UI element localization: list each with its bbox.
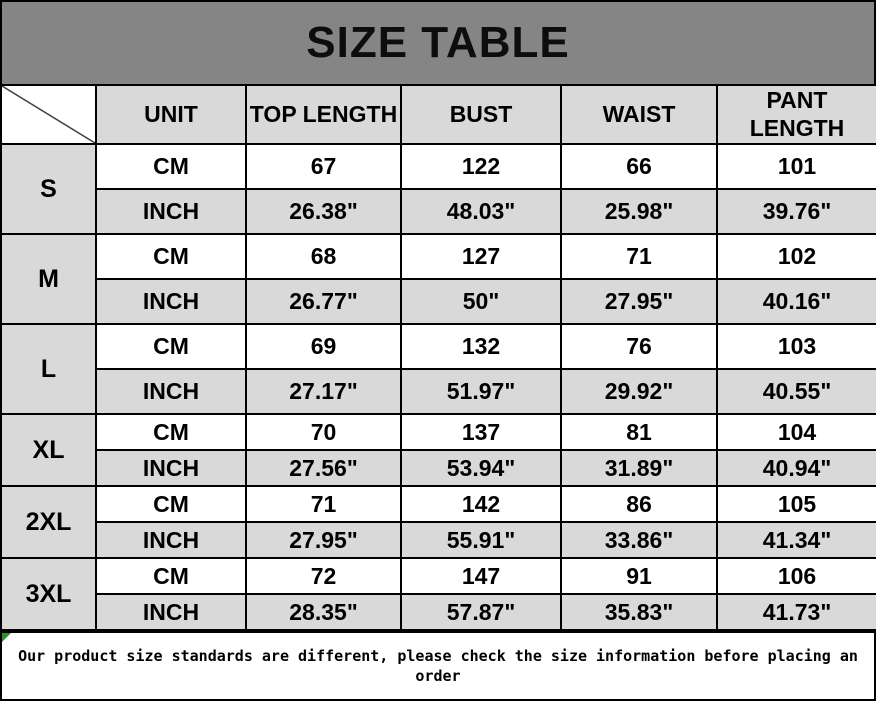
size-label-S: S	[0, 143, 97, 235]
size-label-L: L	[0, 323, 97, 415]
value-L-cm-0: 69	[245, 323, 402, 370]
value-XL-cm-1: 137	[400, 413, 562, 451]
value-L-cm-3: 103	[716, 323, 876, 370]
row-XL-inch: INCH 27.56" 53.94" 31.89" 40.94"	[1, 449, 876, 487]
value-S-inch-2: 25.98"	[560, 188, 718, 235]
value-S-inch-3: 39.76"	[716, 188, 876, 235]
value-M-cm-2: 71	[560, 233, 718, 280]
row-2XL-cm: 2XL CM 71 142 86 105	[0, 485, 876, 559]
value-XL-inch-3: 40.94"	[716, 449, 876, 487]
unit-label-inch-S: INCH	[95, 188, 247, 235]
value-XL-cm-3: 104	[716, 413, 876, 451]
value-3XL-cm-0: 72	[245, 557, 402, 595]
diagonal-corner-cell	[0, 84, 97, 145]
value-2XL-inch-1: 55.91"	[400, 521, 562, 559]
unit-label-cm-3XL: CM	[95, 557, 247, 595]
value-XL-inch-0: 27.56"	[245, 449, 402, 487]
col-header-unit: UNIT	[95, 84, 247, 145]
footer-note-text: Our product size standards are different…	[18, 646, 858, 685]
col-header-pant-length: PANT LENGTH	[716, 84, 876, 145]
row-2XL-inch: INCH 27.95" 55.91" 33.86" 41.34"	[1, 521, 876, 559]
cell-marker-icon	[2, 633, 11, 642]
col-header-bust: BUST	[400, 84, 562, 145]
row-XL-cm: XL CM 70 137 81 104	[0, 413, 876, 487]
size-label-M: M	[0, 233, 97, 325]
diagonal-line-icon	[2, 86, 95, 143]
size-table-title: SIZE TABLE	[0, 0, 876, 84]
value-3XL-cm-3: 106	[716, 557, 876, 595]
value-XL-cm-2: 81	[560, 413, 718, 451]
row-L-cm: L CM 69 132 76 103	[0, 323, 876, 415]
value-2XL-cm-1: 142	[400, 485, 562, 523]
value-M-cm-3: 102	[716, 233, 876, 280]
row-3XL-cm: 3XL CM 72 147 91 106	[0, 557, 876, 631]
value-3XL-inch-3: 41.73"	[716, 593, 876, 631]
value-XL-inch-2: 31.89"	[560, 449, 718, 487]
value-3XL-cm-1: 147	[400, 557, 562, 595]
col-header-waist: WAIST	[560, 84, 718, 145]
value-M-cm-1: 127	[400, 233, 562, 280]
size-label-2XL: 2XL	[0, 485, 97, 559]
value-3XL-cm-2: 91	[560, 557, 718, 595]
value-L-inch-1: 51.97"	[400, 368, 562, 415]
value-S-cm-1: 122	[400, 143, 562, 190]
value-2XL-cm-2: 86	[560, 485, 718, 523]
value-M-inch-2: 27.95"	[560, 278, 718, 325]
unit-label-inch-M: INCH	[95, 278, 247, 325]
value-3XL-inch-1: 57.87"	[400, 593, 562, 631]
value-M-inch-1: 50"	[400, 278, 562, 325]
unit-label-cm-XL: CM	[95, 413, 247, 451]
value-3XL-inch-2: 35.83"	[560, 593, 718, 631]
row-S-cm: S CM 67 122 66 101	[0, 143, 876, 235]
row-S-inch: INCH 26.38" 48.03" 25.98" 39.76"	[1, 188, 876, 235]
size-table-body: S CM 67 122 66 101 INCH 26.38" 48.03" 25.98" 39.76…	[0, 143, 876, 631]
value-M-inch-3: 40.16"	[716, 278, 876, 325]
value-3XL-inch-0: 28.35"	[245, 593, 402, 631]
value-2XL-inch-2: 33.86"	[560, 521, 718, 559]
unit-label-inch-2XL: INCH	[95, 521, 247, 559]
size-table: UNIT TOP LENGTH BUST WAIST PANT LENGTH S…	[0, 84, 876, 631]
value-2XL-inch-3: 41.34"	[716, 521, 876, 559]
unit-label-cm-M: CM	[95, 233, 247, 280]
row-L-inch: INCH 27.17" 51.97" 29.92" 40.55"	[1, 368, 876, 415]
row-M-cm: M CM 68 127 71 102	[0, 233, 876, 325]
unit-label-inch-L: INCH	[95, 368, 247, 415]
value-XL-inch-1: 53.94"	[400, 449, 562, 487]
value-XL-cm-0: 70	[245, 413, 402, 451]
row-M-inch: INCH 26.77" 50" 27.95" 40.16"	[1, 278, 876, 325]
size-label-XL: XL	[0, 413, 97, 487]
row-3XL-inch: INCH 28.35" 57.87" 35.83" 41.73"	[1, 593, 876, 631]
value-S-cm-0: 67	[245, 143, 402, 190]
value-S-inch-1: 48.03"	[400, 188, 562, 235]
unit-label-inch-3XL: INCH	[95, 593, 247, 631]
value-S-cm-3: 101	[716, 143, 876, 190]
col-header-top-length: TOP LENGTH	[245, 84, 402, 145]
value-2XL-cm-0: 71	[245, 485, 402, 523]
value-S-inch-0: 26.38"	[245, 188, 402, 235]
value-2XL-inch-0: 27.95"	[245, 521, 402, 559]
footer-note: Our product size standards are different…	[0, 631, 876, 701]
value-L-cm-2: 76	[560, 323, 718, 370]
value-L-inch-3: 40.55"	[716, 368, 876, 415]
size-label-3XL: 3XL	[0, 557, 97, 631]
unit-label-cm-2XL: CM	[95, 485, 247, 523]
unit-label-cm-L: CM	[95, 323, 247, 370]
value-S-cm-2: 66	[560, 143, 718, 190]
header-row: UNIT TOP LENGTH BUST WAIST PANT LENGTH	[0, 84, 876, 145]
unit-label-cm-S: CM	[95, 143, 247, 190]
value-M-inch-0: 26.77"	[245, 278, 402, 325]
value-L-inch-2: 29.92"	[560, 368, 718, 415]
unit-label-inch-XL: INCH	[95, 449, 247, 487]
value-L-cm-1: 132	[400, 323, 562, 370]
value-L-inch-0: 27.17"	[245, 368, 402, 415]
value-2XL-cm-3: 105	[716, 485, 876, 523]
value-M-cm-0: 68	[245, 233, 402, 280]
